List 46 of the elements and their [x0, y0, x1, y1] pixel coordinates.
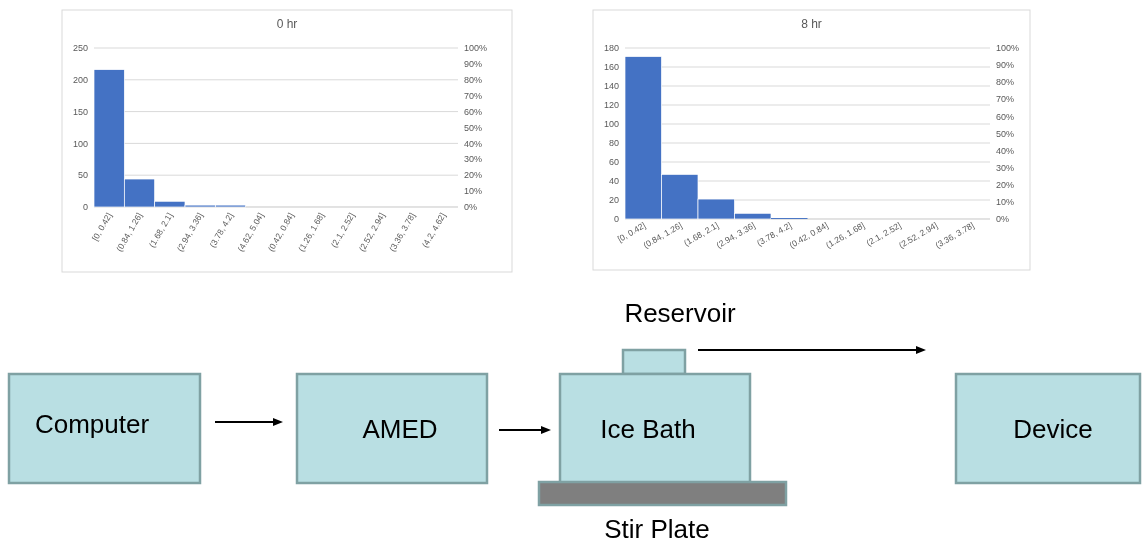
y-tick-label: 180 [603, 43, 619, 54]
y-tick-label: 20 [608, 195, 619, 206]
y2-tick-label: 20% [464, 170, 483, 181]
y2-tick-label: 100% [996, 43, 1020, 54]
y-tick-label: 200 [72, 74, 88, 85]
y-tick-label: 40 [608, 176, 619, 187]
y2-tick-label: 60% [464, 106, 483, 117]
y2-tick-label: 70% [464, 90, 483, 101]
y2-tick-label: 70% [996, 94, 1015, 105]
chart-title: 0 hr [276, 17, 298, 31]
y-tick-label: 140 [603, 81, 619, 92]
y-tick-label: 160 [603, 62, 619, 73]
y2-tick-label: 80% [996, 77, 1015, 88]
text: Ice Bath [600, 414, 696, 444]
y2-tick-label: 30% [464, 154, 483, 165]
y2-tick-label: 40% [464, 138, 483, 149]
y-tick-label: 80 [608, 138, 619, 149]
y2-tick-label: 60% [996, 111, 1015, 122]
text: Reservoir [624, 298, 736, 328]
y-tick-label: 50 [77, 170, 88, 181]
y2-tick-label: 50% [464, 122, 483, 133]
y2-tick-label: 90% [996, 60, 1015, 71]
y-tick-label: 250 [72, 43, 88, 54]
text: Computer [34, 409, 150, 439]
y2-tick-label: 40% [996, 145, 1015, 156]
y-tick-label: 120 [603, 100, 619, 111]
y-tick-label: 60 [608, 157, 619, 168]
y-tick-label: 100 [72, 138, 88, 149]
y2-tick-label: 30% [996, 162, 1015, 173]
y2-tick-label: 10% [464, 186, 483, 197]
chart-title: 8 hr [801, 17, 822, 31]
y-tick-label: 150 [72, 106, 88, 117]
y2-tick-label: 20% [996, 179, 1015, 190]
y2-tick-label: 100% [464, 43, 488, 54]
text: Device [1013, 414, 1093, 444]
y-tick-label: 0 [82, 202, 88, 213]
y2-tick-label: 0% [996, 214, 1010, 225]
y2-tick-label: 80% [464, 74, 483, 85]
y-tick-label: 100 [603, 119, 619, 130]
text: Stir Plate [604, 514, 710, 544]
y2-tick-label: 90% [464, 59, 483, 70]
text: AMED [362, 414, 438, 444]
y2-tick-label: 10% [996, 197, 1015, 208]
y2-tick-label: 50% [996, 128, 1015, 139]
y-tick-label: 0 [613, 214, 619, 225]
y2-tick-label: 0% [464, 202, 478, 213]
